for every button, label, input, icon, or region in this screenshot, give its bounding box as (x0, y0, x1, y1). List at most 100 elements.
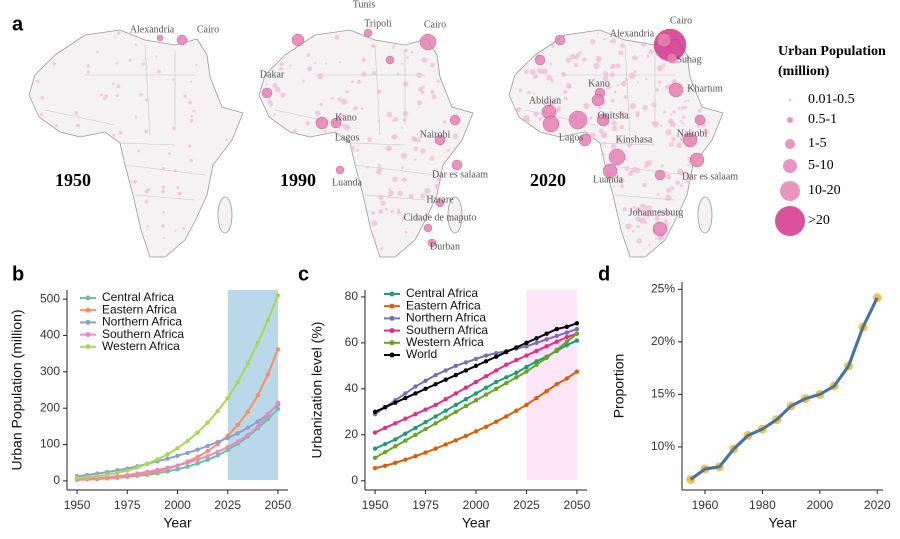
x-tick-label: 1975 (412, 498, 439, 512)
point (195, 457, 200, 463)
x-tick-label: 1950 (362, 498, 389, 512)
city-dot (361, 57, 366, 63)
city-dot (550, 78, 554, 83)
city-dot (353, 106, 358, 111)
city-bubble (666, 52, 678, 64)
city-dot (647, 160, 653, 166)
city-dot (413, 158, 417, 161)
city-dot (518, 88, 523, 93)
city-dot (416, 138, 421, 143)
city-dot (663, 110, 667, 114)
city-dot (660, 211, 665, 216)
city-dot (340, 98, 348, 105)
city-dot (400, 152, 408, 159)
city-dot (609, 72, 615, 78)
point (403, 457, 408, 462)
city-dot (172, 126, 177, 131)
point (453, 402, 459, 408)
city-dot (625, 157, 628, 160)
city-dot (670, 113, 673, 116)
point (544, 331, 549, 336)
point (215, 408, 220, 414)
city-dot (404, 230, 408, 234)
point (463, 396, 469, 402)
city-dot (334, 34, 340, 40)
point (175, 463, 180, 468)
city-label: Kinshasa (616, 134, 653, 145)
city-dot (139, 92, 143, 97)
point (564, 334, 570, 340)
point (423, 450, 428, 455)
city-dot (113, 35, 117, 39)
city-dot (611, 125, 618, 132)
city-dot (516, 106, 522, 113)
city-bubble (596, 113, 610, 127)
city-dot (361, 71, 367, 77)
point (215, 449, 220, 455)
x-tick-label: 1980 (749, 498, 776, 512)
point (155, 457, 160, 462)
city-dot (565, 57, 571, 63)
city-dot (177, 191, 182, 196)
city-dot (388, 195, 391, 198)
city-dot (654, 237, 657, 240)
city-bubble (385, 55, 395, 65)
point (564, 339, 570, 344)
city-bubble (534, 54, 546, 66)
point (443, 415, 448, 420)
city-bubble (261, 87, 273, 99)
point (423, 407, 428, 412)
city-dot (141, 62, 145, 66)
city-dot (542, 101, 548, 106)
city-label: Durban (430, 241, 460, 252)
city-dot (642, 182, 647, 188)
y-tick-label: 60 (345, 335, 359, 349)
point (185, 464, 190, 469)
point (544, 355, 549, 361)
city-dot (617, 138, 621, 142)
city-dot (646, 54, 650, 58)
city-dot (410, 51, 414, 54)
city-dot (155, 55, 158, 58)
city-dot (618, 110, 626, 117)
point (403, 438, 408, 443)
city-dot (684, 106, 687, 109)
city-dot (619, 184, 625, 189)
city-dot (680, 119, 683, 122)
point (534, 348, 539, 354)
city-dot (643, 220, 648, 225)
city-bubble (434, 134, 446, 146)
city-label: Dar es salaam (682, 171, 738, 182)
point (372, 409, 378, 415)
legend-label: 1-5 (808, 136, 827, 151)
city-dot (134, 43, 138, 46)
city-dot (323, 129, 327, 133)
point (463, 403, 469, 409)
city-dot (437, 177, 442, 182)
city-dot (401, 62, 404, 65)
city-dot (549, 99, 556, 106)
city-dot (401, 177, 407, 182)
city-dot (171, 78, 175, 81)
point (94, 473, 100, 479)
city-dot (385, 145, 392, 152)
city-dot (402, 110, 409, 117)
city-dot (116, 84, 121, 89)
city-bubble (668, 82, 684, 98)
point (413, 432, 418, 438)
legend-label: Central Africa (102, 290, 174, 304)
city-dot (565, 82, 572, 89)
point (145, 469, 150, 475)
city-dot (625, 223, 632, 230)
city-dot (670, 186, 675, 191)
city-dot (637, 225, 640, 229)
city-dot (413, 146, 418, 152)
city-dot (301, 79, 305, 83)
point (554, 347, 559, 352)
city-dot (563, 89, 568, 94)
point (524, 402, 529, 408)
panel-label: d (598, 263, 610, 285)
city-label: Alexandria (610, 28, 655, 39)
point (413, 425, 418, 431)
